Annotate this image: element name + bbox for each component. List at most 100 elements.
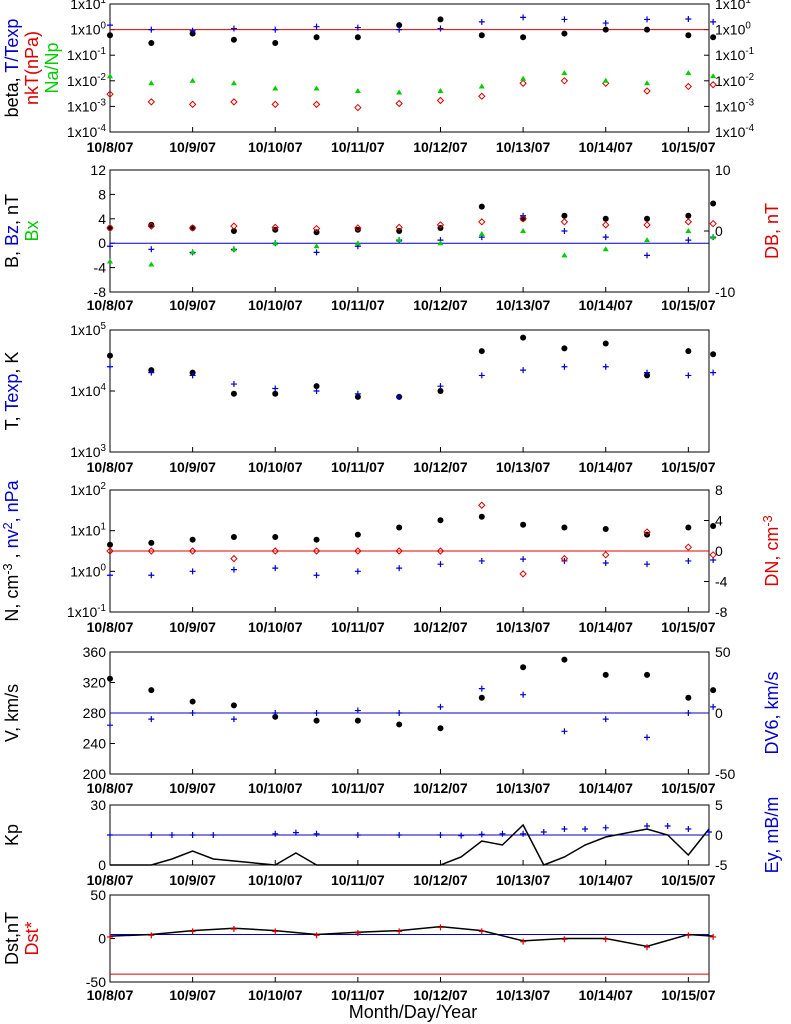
x-tick-label: 10/11/07 [331,780,385,796]
series-2-point [519,79,527,87]
series-0-point [396,22,403,29]
series-3-point [354,87,361,93]
series-0-point [272,713,279,720]
series-1-point [292,829,299,836]
right-tick-label: 5 [715,797,723,813]
left-axis-label-2: Dst* [22,921,42,955]
x-tick-label: 10/14/07 [578,987,633,1003]
right-tick-label-base: 1x10 [715,47,746,63]
series-2-point [602,246,609,252]
left-axis-label-part-0: Kp [2,824,22,846]
series-1-point [189,928,196,935]
series-2-point [148,261,155,267]
series-1-point [478,372,485,379]
y-tick-label: 200 [83,766,107,782]
x-tick-label: 10/12/07 [413,987,468,1003]
x-tick-label: 10/10/07 [248,872,303,888]
y-tick-label: 1x101 [70,522,106,539]
y-tick-label: 280 [83,705,107,721]
series-0-point [313,717,320,724]
series-1-point [644,16,651,23]
series-2-point [147,98,156,106]
series-2-point [188,100,197,109]
right-tick-label: 1x10-3 [715,97,755,114]
series-3-point [644,80,651,86]
y-tick-label: 1x100 [70,562,106,579]
series-1-point [107,243,113,250]
series-0-point [685,694,692,701]
series-0-point [602,215,609,222]
left-axis-label-part-2: , K [2,352,22,374]
series-2-point [354,103,362,112]
series-3-point [312,224,321,233]
series-1-point [644,734,651,741]
series-3-point [685,70,692,76]
series-3-point [520,75,527,81]
series-1-point [644,823,651,829]
x-tick-label: 10/9/07 [169,139,216,155]
series-0-point [478,32,485,39]
left-axis-label-part-0: T, [2,412,22,431]
left-axis-label-2-part-0: Bx [22,220,42,241]
y-tick-label: 1x10-4 [67,123,107,140]
series-1-point [520,691,527,698]
x-tick-label: 10/8/07 [87,139,134,155]
y-tick-label: -4 [94,260,107,276]
y-tick-label-exp: 3 [101,443,107,454]
left-axis-label-part-0: N, cm [2,575,22,622]
right-axis-label: DV6, km/s [762,671,782,754]
x-tick-label: 10/12/07 [413,780,468,796]
series-3-point [437,87,444,93]
series-1-point [148,716,155,723]
series-1-point [396,832,403,838]
x-tick-label: 10/10/07 [248,780,303,796]
left-axis-label-part-0: V, km/s [2,684,22,742]
x-tick-label: 10/8/07 [87,297,134,313]
series-0-line [109,925,714,948]
series-0-point [644,671,651,678]
series-0-point [710,523,717,530]
series-1-point [396,393,403,400]
series-3-point [560,218,569,226]
series-2-point [313,243,320,249]
series-2-point [395,99,403,108]
series-0-point [685,32,692,39]
right-tick-label-base: 1x10 [715,0,746,12]
series-2-point [519,570,527,578]
series-3-point [395,223,403,232]
right-tick-label-exp: 1 [745,0,750,6]
panel-kp: 0 30 -5 0 5 10/8/07 10/9/07 10/10/07 10/11/07 10/… [2,797,782,888]
right-tick-label-base: 1x10 [715,22,746,38]
x-tick-label: 10/11/07 [331,619,385,635]
series-0-point [272,533,279,540]
series-3-point [396,89,403,95]
series-0-point [478,348,485,355]
x-tick-label: 10/10/07 [248,459,303,475]
x-tick-label: 10/9/07 [169,780,216,796]
series-3-point [313,85,320,91]
series-0-point [644,26,651,33]
x-tick-label: 10/14/07 [578,619,633,635]
series-1-point [478,18,485,25]
series-1-point [644,369,651,376]
series-2-point [312,100,321,109]
series-3-point [684,218,693,226]
right-tick-label: 4 [715,513,723,529]
y-tick-label-base: 1x10 [70,563,101,579]
series-1-point [685,15,692,22]
series-1-point [230,381,237,388]
series-0-point [437,517,444,524]
series-1-point [458,832,465,839]
series-3-point [478,83,485,89]
series-1-point [685,710,692,716]
right-tick-label: 0 [715,827,723,843]
right-axis-label-part-0-sup: -3 [761,515,775,526]
series-2-point [478,92,486,100]
left-axis-label: beta, T/Texp [2,19,22,118]
series-0-point [313,383,320,390]
series-1-point [644,944,651,951]
series-0-point [230,390,237,397]
series-1-point [107,22,113,29]
left-axis-label-part-0-rest: , [2,553,22,563]
series-0-point [230,702,237,709]
